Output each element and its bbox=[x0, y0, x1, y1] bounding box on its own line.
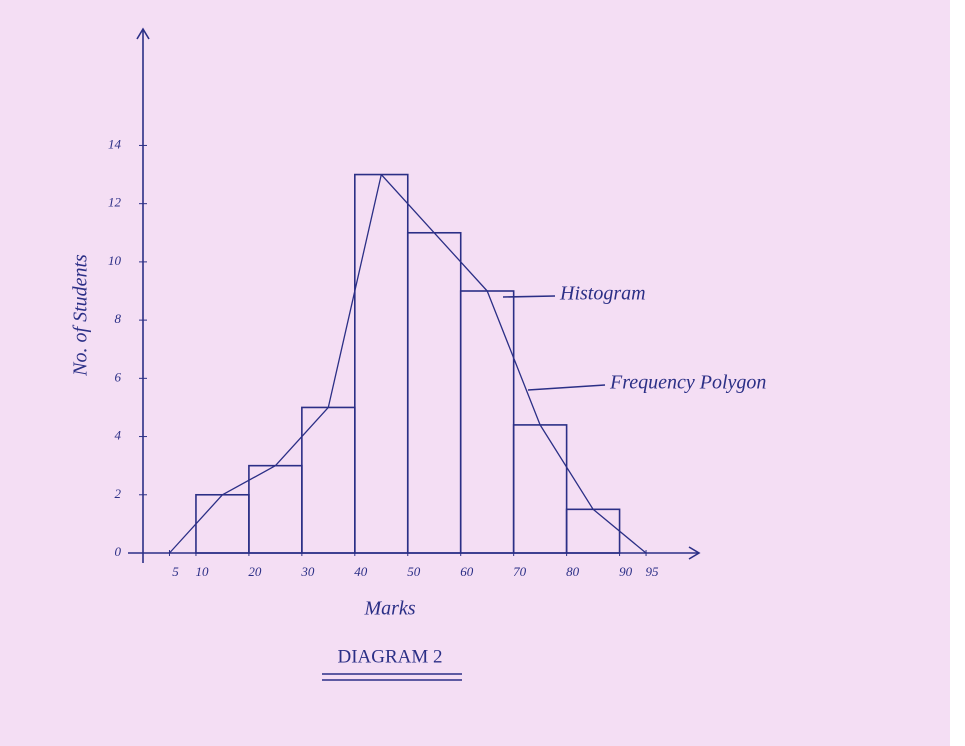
y-tick-label: 14 bbox=[108, 136, 122, 151]
margin bbox=[950, 0, 965, 746]
x-axis-title: Marks bbox=[363, 598, 415, 620]
leader-line bbox=[527, 384, 606, 391]
x-tick-label: 20 bbox=[248, 564, 262, 579]
y-axis-arrow bbox=[136, 27, 150, 40]
frequency-polygon bbox=[169, 173, 647, 554]
x-tick-label: 80 bbox=[566, 564, 580, 579]
x-tick-label: 40 bbox=[354, 564, 368, 579]
y-tick-label: 0 bbox=[115, 544, 122, 559]
x-tick-label: 60 bbox=[460, 564, 474, 579]
x-tick-label: 50 bbox=[407, 564, 421, 579]
y-tick-label: 12 bbox=[108, 195, 122, 210]
x-tick-label: 70 bbox=[513, 564, 527, 579]
x-tick-label: 30 bbox=[300, 564, 315, 579]
x-tick-label: 95 bbox=[646, 564, 660, 579]
annotation: Frequency Polygon bbox=[609, 372, 766, 394]
y-tick-label: 4 bbox=[115, 428, 122, 443]
y-tick-label: 8 bbox=[115, 311, 122, 326]
caption: DIAGRAM 2 bbox=[337, 646, 442, 667]
annotation: Histogram bbox=[559, 283, 646, 305]
x-tick-label: 5 bbox=[172, 564, 179, 579]
x-axis-arrow bbox=[688, 546, 701, 560]
y-tick-label: 6 bbox=[115, 369, 122, 384]
y-tick-label: 2 bbox=[115, 486, 122, 501]
y-tick-label: 10 bbox=[108, 253, 122, 268]
x-tick-label: 10 bbox=[195, 564, 209, 579]
x-tick-label: 90 bbox=[619, 564, 633, 579]
leader-line bbox=[502, 295, 556, 298]
y-axis-title: No. of Students bbox=[70, 254, 92, 377]
